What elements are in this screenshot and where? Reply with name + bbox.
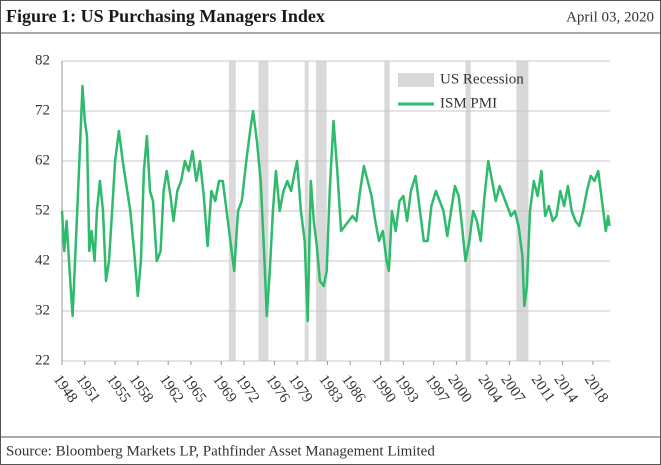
y-tick-label: 42 xyxy=(35,252,50,268)
x-tick-label: 1990 xyxy=(368,372,398,406)
x-tick-label: 2014 xyxy=(551,372,582,406)
x-tick-label: 1976 xyxy=(262,372,293,406)
x-tick-label: 1972 xyxy=(232,372,262,406)
x-tick-label: 1965 xyxy=(179,372,209,406)
x-tick-label: 1983 xyxy=(315,372,345,406)
x-tick-label: 1993 xyxy=(391,372,421,406)
legend-label: ISM PMI xyxy=(440,95,497,111)
legend-recession-swatch xyxy=(398,73,434,87)
x-tick-label: 2011 xyxy=(528,372,558,405)
x-tick-label: 1997 xyxy=(422,372,453,406)
y-tick-label: 72 xyxy=(35,102,50,118)
x-tick-label: 1951 xyxy=(73,372,103,406)
y-tick-label: 62 xyxy=(35,152,50,168)
x-tick-label: 1958 xyxy=(126,372,156,406)
x-tick-label: 1962 xyxy=(156,372,186,406)
chart-title: Figure 1: US Purchasing Managers Index xyxy=(6,6,325,26)
x-tick-label: 2007 xyxy=(497,372,528,406)
x-tick-label: 2000 xyxy=(444,372,474,406)
x-tick-label: 1948 xyxy=(50,372,80,406)
x-tick-label: 1969 xyxy=(209,372,239,406)
x-tick-label: 1986 xyxy=(338,372,369,406)
x-tick-label: 2004 xyxy=(475,372,506,406)
x-tick-label: 1955 xyxy=(103,372,133,406)
pmi-line xyxy=(60,84,611,323)
y-tick-label: 52 xyxy=(35,202,50,218)
y-tick-label: 32 xyxy=(35,302,50,318)
y-tick-label: 22 xyxy=(35,352,50,368)
legend-label: US Recession xyxy=(440,71,524,87)
y-tick-label: 82 xyxy=(35,52,50,68)
chart-date: April 03, 2020 xyxy=(566,9,654,25)
x-tick-label: 2018 xyxy=(581,372,611,406)
x-tick-label: 1979 xyxy=(285,372,315,406)
source: Source: Bloomberg Markets LP, Pathfinder… xyxy=(6,443,435,459)
